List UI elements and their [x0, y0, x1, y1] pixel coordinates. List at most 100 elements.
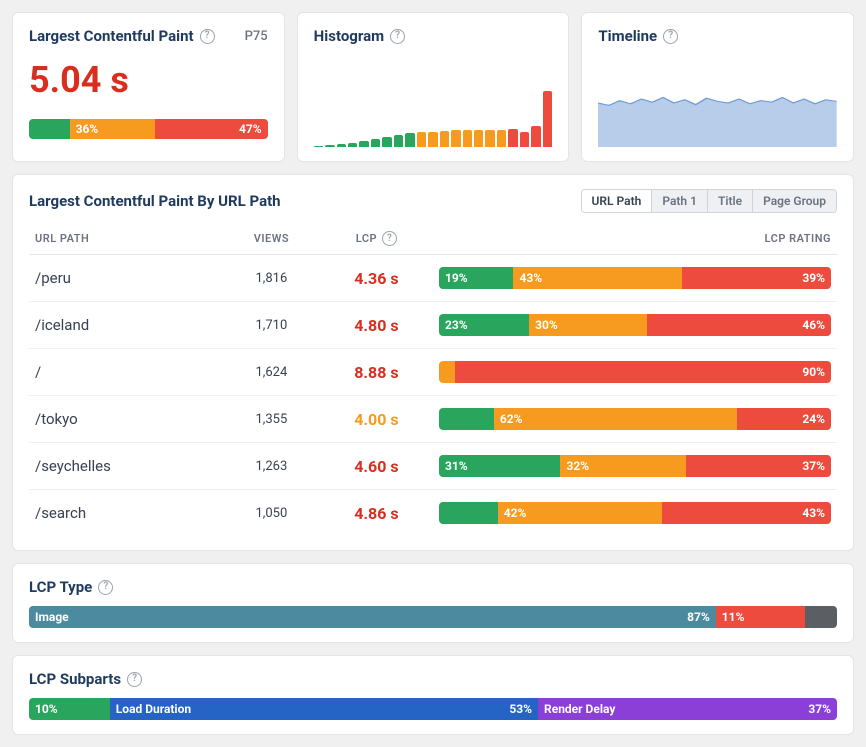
lcp-subtitle: P75	[245, 29, 268, 44]
rating-segment: 37%	[686, 455, 831, 477]
histogram-bar	[451, 130, 460, 147]
group-by-tab[interactable]: Path 1	[651, 190, 707, 212]
rating-segment: 43%	[662, 502, 831, 524]
lcp-type-segment: Image 87%	[29, 606, 716, 628]
lcp-rating-bar: 36%47%	[29, 119, 268, 139]
views-cell: 1,816	[223, 255, 320, 302]
group-by-tab[interactable]: URL Path	[582, 190, 652, 212]
table-row[interactable]: /peru1,8164.36 s 19%43%39%	[29, 255, 837, 302]
rating-segment: 90%	[455, 361, 831, 383]
lcp-type-title: LCP Type ?	[29, 578, 837, 596]
rating-segment	[29, 119, 70, 139]
segment-label-left: Render Delay	[544, 702, 615, 716]
url-path-cell: /search	[29, 490, 223, 537]
rating-segment: 47%	[155, 119, 267, 139]
by-url-table: URL Path Views LCP ? LCP Rating /peru1,8…	[29, 223, 837, 536]
segment-label-left: 10%	[35, 702, 58, 716]
lcp-subparts-segment: Load Duration53%	[110, 698, 538, 720]
help-icon[interactable]: ?	[663, 29, 678, 44]
col-lcp-text: LCP	[356, 232, 377, 245]
timeline-area	[598, 97, 837, 147]
histogram-bar	[543, 91, 552, 147]
rating-bar: 42%43%	[439, 502, 831, 524]
views-cell: 1,050	[223, 490, 320, 537]
lcp-cell: 4.36 s	[320, 255, 433, 302]
group-by-tab[interactable]: Page Group	[752, 190, 836, 212]
rating-cell: 90%	[433, 349, 837, 396]
histogram-bar	[359, 141, 368, 147]
table-row[interactable]: /iceland1,7104.80 s23%30%46%	[29, 302, 837, 349]
histogram-bar	[485, 130, 494, 148]
segment-label-left: Load Duration	[116, 702, 191, 716]
rating-cell: 42%43%	[433, 490, 837, 537]
histogram-title-text: Histogram	[314, 27, 384, 45]
by-url-header: Largest Contentful Paint By URL Path URL…	[29, 189, 837, 213]
rating-segment: 24%	[737, 408, 831, 430]
histogram-bar	[394, 135, 403, 147]
timeline-title: Timeline ?	[598, 27, 837, 45]
lcp-type-bar: Image 87% 11%	[29, 606, 837, 628]
rating-bar: 90%	[439, 361, 831, 383]
col-url[interactable]: URL Path	[29, 223, 223, 255]
by-url-title-text: Largest Contentful Paint By URL Path	[29, 192, 281, 210]
lcp-type-title-text: LCP Type	[29, 578, 92, 596]
rating-segment: 42%	[498, 502, 663, 524]
lcp-subparts-card: LCP Subparts ? 10%Load Duration53%Render…	[12, 655, 854, 735]
rating-segment: 43%	[513, 267, 682, 289]
histogram-bar	[463, 130, 472, 147]
url-path-cell: /peru	[29, 255, 223, 302]
lcp-type-card: LCP Type ? Image 87% 11%	[12, 563, 854, 643]
histogram-bar	[474, 130, 483, 148]
lcp-subparts-segment: 10%	[29, 698, 110, 720]
group-by-tabs: URL PathPath 1TitlePage Group	[581, 189, 837, 213]
rating-cell: 62%24%	[433, 396, 837, 443]
help-icon[interactable]: ?	[200, 29, 215, 44]
help-icon[interactable]: ?	[382, 231, 397, 246]
url-path-cell: /tokyo	[29, 396, 223, 443]
table-row[interactable]: /search1,0504.86 s 42%43%	[29, 490, 837, 537]
lcp-subparts-segment: Render Delay37%	[538, 698, 837, 720]
lcp-cell: 4.86 s	[320, 490, 433, 537]
help-icon[interactable]: ?	[127, 672, 142, 687]
histogram-bar	[531, 126, 540, 147]
url-path-cell: /iceland	[29, 302, 223, 349]
rating-segment	[439, 408, 494, 430]
lcp-by-url-card: Largest Contentful Paint By URL Path URL…	[12, 174, 854, 551]
views-cell: 1,355	[223, 396, 320, 443]
rating-segment: 19%	[439, 267, 513, 289]
rating-segment	[439, 502, 498, 524]
lcp-type-segment: 11%	[716, 606, 805, 628]
histogram-card: Histogram ?	[297, 12, 570, 162]
col-rating[interactable]: LCP Rating	[433, 223, 837, 255]
rating-bar: 19%43%39%	[439, 267, 831, 289]
histogram-bar	[337, 144, 346, 147]
top-cards-row: Largest Contentful Paint ? P75 5.04 s 36…	[12, 12, 854, 162]
segment-label-left: Image	[35, 610, 69, 624]
group-by-tab[interactable]: Title	[707, 190, 752, 212]
table-row[interactable]: /seychelles1,2634.60 s31%32%37%	[29, 443, 837, 490]
lcp-summary-card: Largest Contentful Paint ? P75 5.04 s 36…	[12, 12, 285, 162]
rating-bar: 62%24%	[439, 408, 831, 430]
segment-label-right: 87%	[687, 610, 710, 624]
table-row[interactable]: /tokyo1,3554.00 s62%24%	[29, 396, 837, 443]
histogram-bar	[314, 146, 323, 147]
rating-segment: 31%	[439, 455, 561, 477]
by-url-title: Largest Contentful Paint By URL Path	[29, 192, 281, 210]
col-views[interactable]: Views	[223, 223, 320, 255]
rating-segment: 62%	[494, 408, 737, 430]
help-icon[interactable]: ?	[390, 29, 405, 44]
histogram-bar	[325, 145, 334, 147]
col-lcp[interactable]: LCP ?	[320, 223, 433, 255]
table-row[interactable]: /1,6248.88 s90%	[29, 349, 837, 396]
rating-bar: 23%30%46%	[439, 314, 831, 336]
histogram-bar	[382, 137, 391, 147]
rating-bar: 31%32%37%	[439, 455, 831, 477]
lcp-subparts-title-text: LCP Subparts	[29, 670, 121, 688]
rating-cell: 31%32%37%	[433, 443, 837, 490]
rating-segment: 39%	[682, 267, 831, 289]
help-icon[interactable]: ?	[98, 580, 113, 595]
lcp-cell: 4.60 s	[320, 443, 433, 490]
rating-segment: 32%	[560, 455, 685, 477]
rating-cell: 19%43%39%	[433, 255, 837, 302]
lcp-subparts-title: LCP Subparts ?	[29, 670, 837, 688]
